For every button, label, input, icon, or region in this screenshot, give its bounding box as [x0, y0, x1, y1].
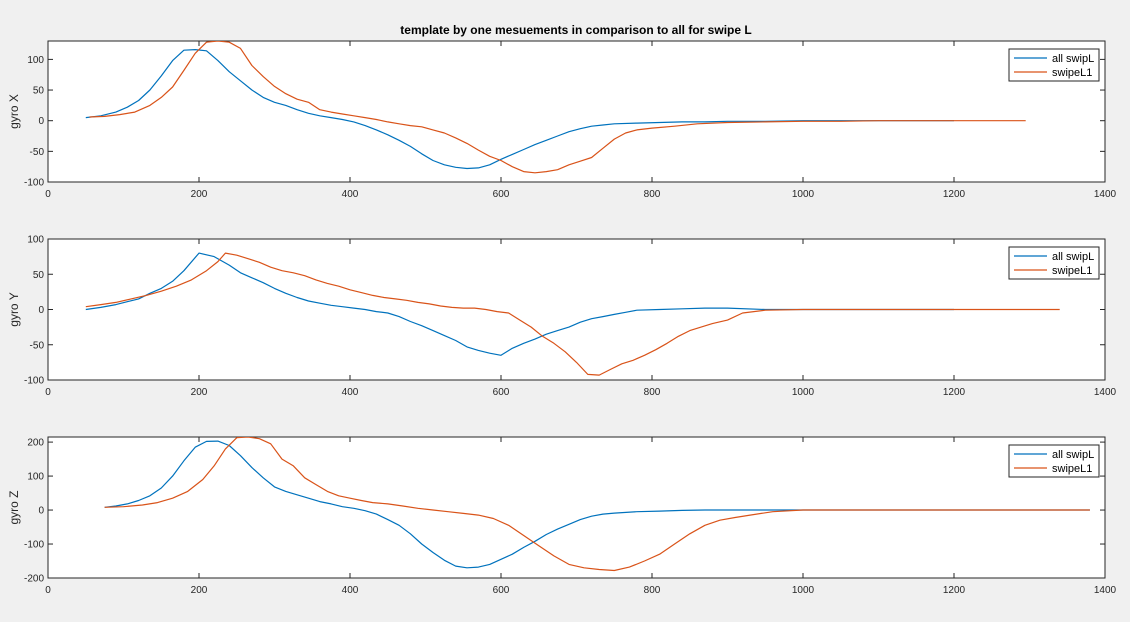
legend-label: swipeL1 [1052, 265, 1092, 277]
plots: 0 200 400 600 800 1000 1200 1400-100-50050100gy… [7, 40, 1117, 596]
legend-box [1008, 48, 1100, 82]
y-tick-label: 50 [33, 86, 45, 97]
x-tick-label: 200 [191, 585, 208, 596]
y-tick-label: 100 [27, 55, 44, 66]
legend-label: swipeL1 [1052, 67, 1092, 79]
y-tick-label: 0 [38, 116, 44, 127]
legend-label: all swipL [1052, 251, 1094, 263]
y-tick-label: 0 [38, 305, 44, 316]
x-tick-label: 1000 [792, 585, 815, 596]
x-tick-label: 0 [45, 387, 51, 398]
y-tick-label: 100 [27, 472, 44, 483]
subplot-1: 0 200 400 600 800 1000 1200 1400 -100 -50 0 50 100 gy… [7, 40, 1117, 200]
y-tick-label: 200 [27, 438, 44, 449]
y-tick-label: -100 [24, 178, 44, 189]
series-line-swipel1 [89, 41, 1026, 174]
legend-label: swipeL1 [1052, 463, 1092, 475]
axes-box [47, 40, 1106, 183]
series-line-all-swipl [104, 440, 1090, 569]
y-tick-label: -50 [30, 147, 45, 158]
x-tick-label: 1000 [792, 387, 815, 398]
x-tick-label: 1200 [943, 585, 966, 596]
x-tick-label: 200 [191, 189, 208, 200]
y-tick-label: -100 [24, 376, 44, 387]
y-tick-label: -100 [24, 540, 44, 551]
x-tick-label: 1400 [1094, 189, 1117, 200]
x-tick-label: 400 [342, 387, 359, 398]
y-axis-label: gyro Z [7, 490, 21, 524]
figure-title: template by one mesuements in comparison… [400, 23, 751, 37]
subplot-3: 0 200 400 600 800 1000 1200 1400 -200 -100 0 100 200… [7, 436, 1117, 596]
x-tick-label: 800 [644, 585, 661, 596]
y-axis-label: gyro Y [7, 292, 21, 326]
legend-label: all swipL [1052, 53, 1094, 65]
x-tick-label: 0 [45, 585, 51, 596]
y-tick-label: 0 [38, 506, 44, 517]
series-line-all-swipl [85, 252, 954, 356]
x-tick-label: 600 [493, 585, 510, 596]
x-tick-label: 800 [644, 189, 661, 200]
legend-box [1008, 444, 1100, 478]
x-tick-label: 800 [644, 387, 661, 398]
axes-box [47, 436, 1106, 579]
y-axis-label: gyro X [7, 94, 21, 129]
y-tick-label: -50 [30, 340, 45, 351]
series-line-swipel1 [104, 437, 1090, 572]
x-tick-label: 200 [191, 387, 208, 398]
x-tick-label: 1400 [1094, 585, 1117, 596]
legend-label: all swipL [1052, 449, 1094, 461]
series-line-swipel1 [85, 252, 1060, 376]
subplot-2: 0 200 400 600 800 1000 1200 1400 -100 -50 0 50 100 gy… [7, 235, 1117, 399]
x-tick-label: 600 [493, 189, 510, 200]
series-line-all-swipl [85, 48, 954, 170]
x-tick-label: 1200 [943, 387, 966, 398]
x-tick-label: 600 [493, 387, 510, 398]
x-tick-label: 400 [342, 585, 359, 596]
y-tick-label: -200 [24, 574, 44, 585]
y-tick-label: 50 [33, 270, 45, 281]
x-tick-label: 1200 [943, 189, 966, 200]
x-tick-label: 1000 [792, 189, 815, 200]
legend-box [1008, 246, 1100, 280]
x-tick-label: 400 [342, 189, 359, 200]
y-tick-label: 100 [27, 235, 44, 246]
x-tick-label: 0 [45, 189, 51, 200]
x-tick-label: 1400 [1094, 387, 1117, 398]
